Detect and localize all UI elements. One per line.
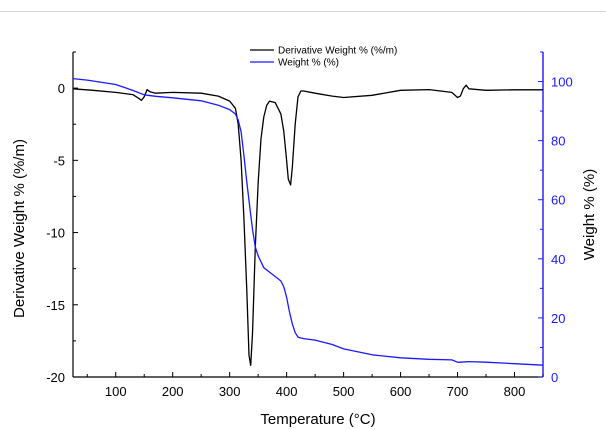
y-right-axis-title: Weight % (%): [581, 169, 598, 260]
y-right-tick-label: 60: [551, 193, 565, 208]
y-right-tick-label: 40: [551, 252, 565, 267]
y-left-tick-label: -15: [46, 298, 65, 313]
y-right-tick-label: 0: [551, 370, 558, 385]
x-axis-title: Temperature (°C): [260, 411, 375, 428]
x-tick-label: 100: [105, 384, 127, 399]
x-tick-label: 200: [162, 384, 184, 399]
x-tick-label: 300: [219, 384, 241, 399]
x-tick-label: 600: [390, 384, 412, 399]
y-left-tick-label: -5: [53, 153, 65, 168]
y-left-axis-title: Derivative Weight % (%/m): [11, 139, 28, 318]
x-tick-label: 800: [504, 384, 526, 399]
series-line-weight: [72, 77, 544, 366]
legend: Derivative Weight % (%/m)Weight % (%): [250, 46, 397, 69]
series-line-derivative-weight: [72, 84, 543, 367]
series-layer: [72, 77, 544, 367]
axes-layer: 100 200 300 400 500 600 700 800 0 -5 -10 -15 -20 0 20 4…: [46, 51, 573, 399]
legend-label: Weight % (%): [278, 58, 339, 69]
x-tick-label: 400: [276, 384, 298, 399]
x-tick-label: 700: [447, 384, 469, 399]
y-left-tick-label: 0: [58, 81, 65, 96]
y-left-tick-label: -10: [46, 226, 65, 241]
x-tick-label: 500: [333, 384, 355, 399]
top-divider: [0, 11, 606, 12]
y-right-tick-label: 80: [551, 134, 565, 149]
y-right-tick-label: 100: [551, 75, 573, 90]
y-right-tick-label: 20: [551, 311, 565, 326]
y-left-tick-label: -20: [46, 370, 65, 385]
legend-label: Derivative Weight % (%/m): [278, 46, 397, 57]
